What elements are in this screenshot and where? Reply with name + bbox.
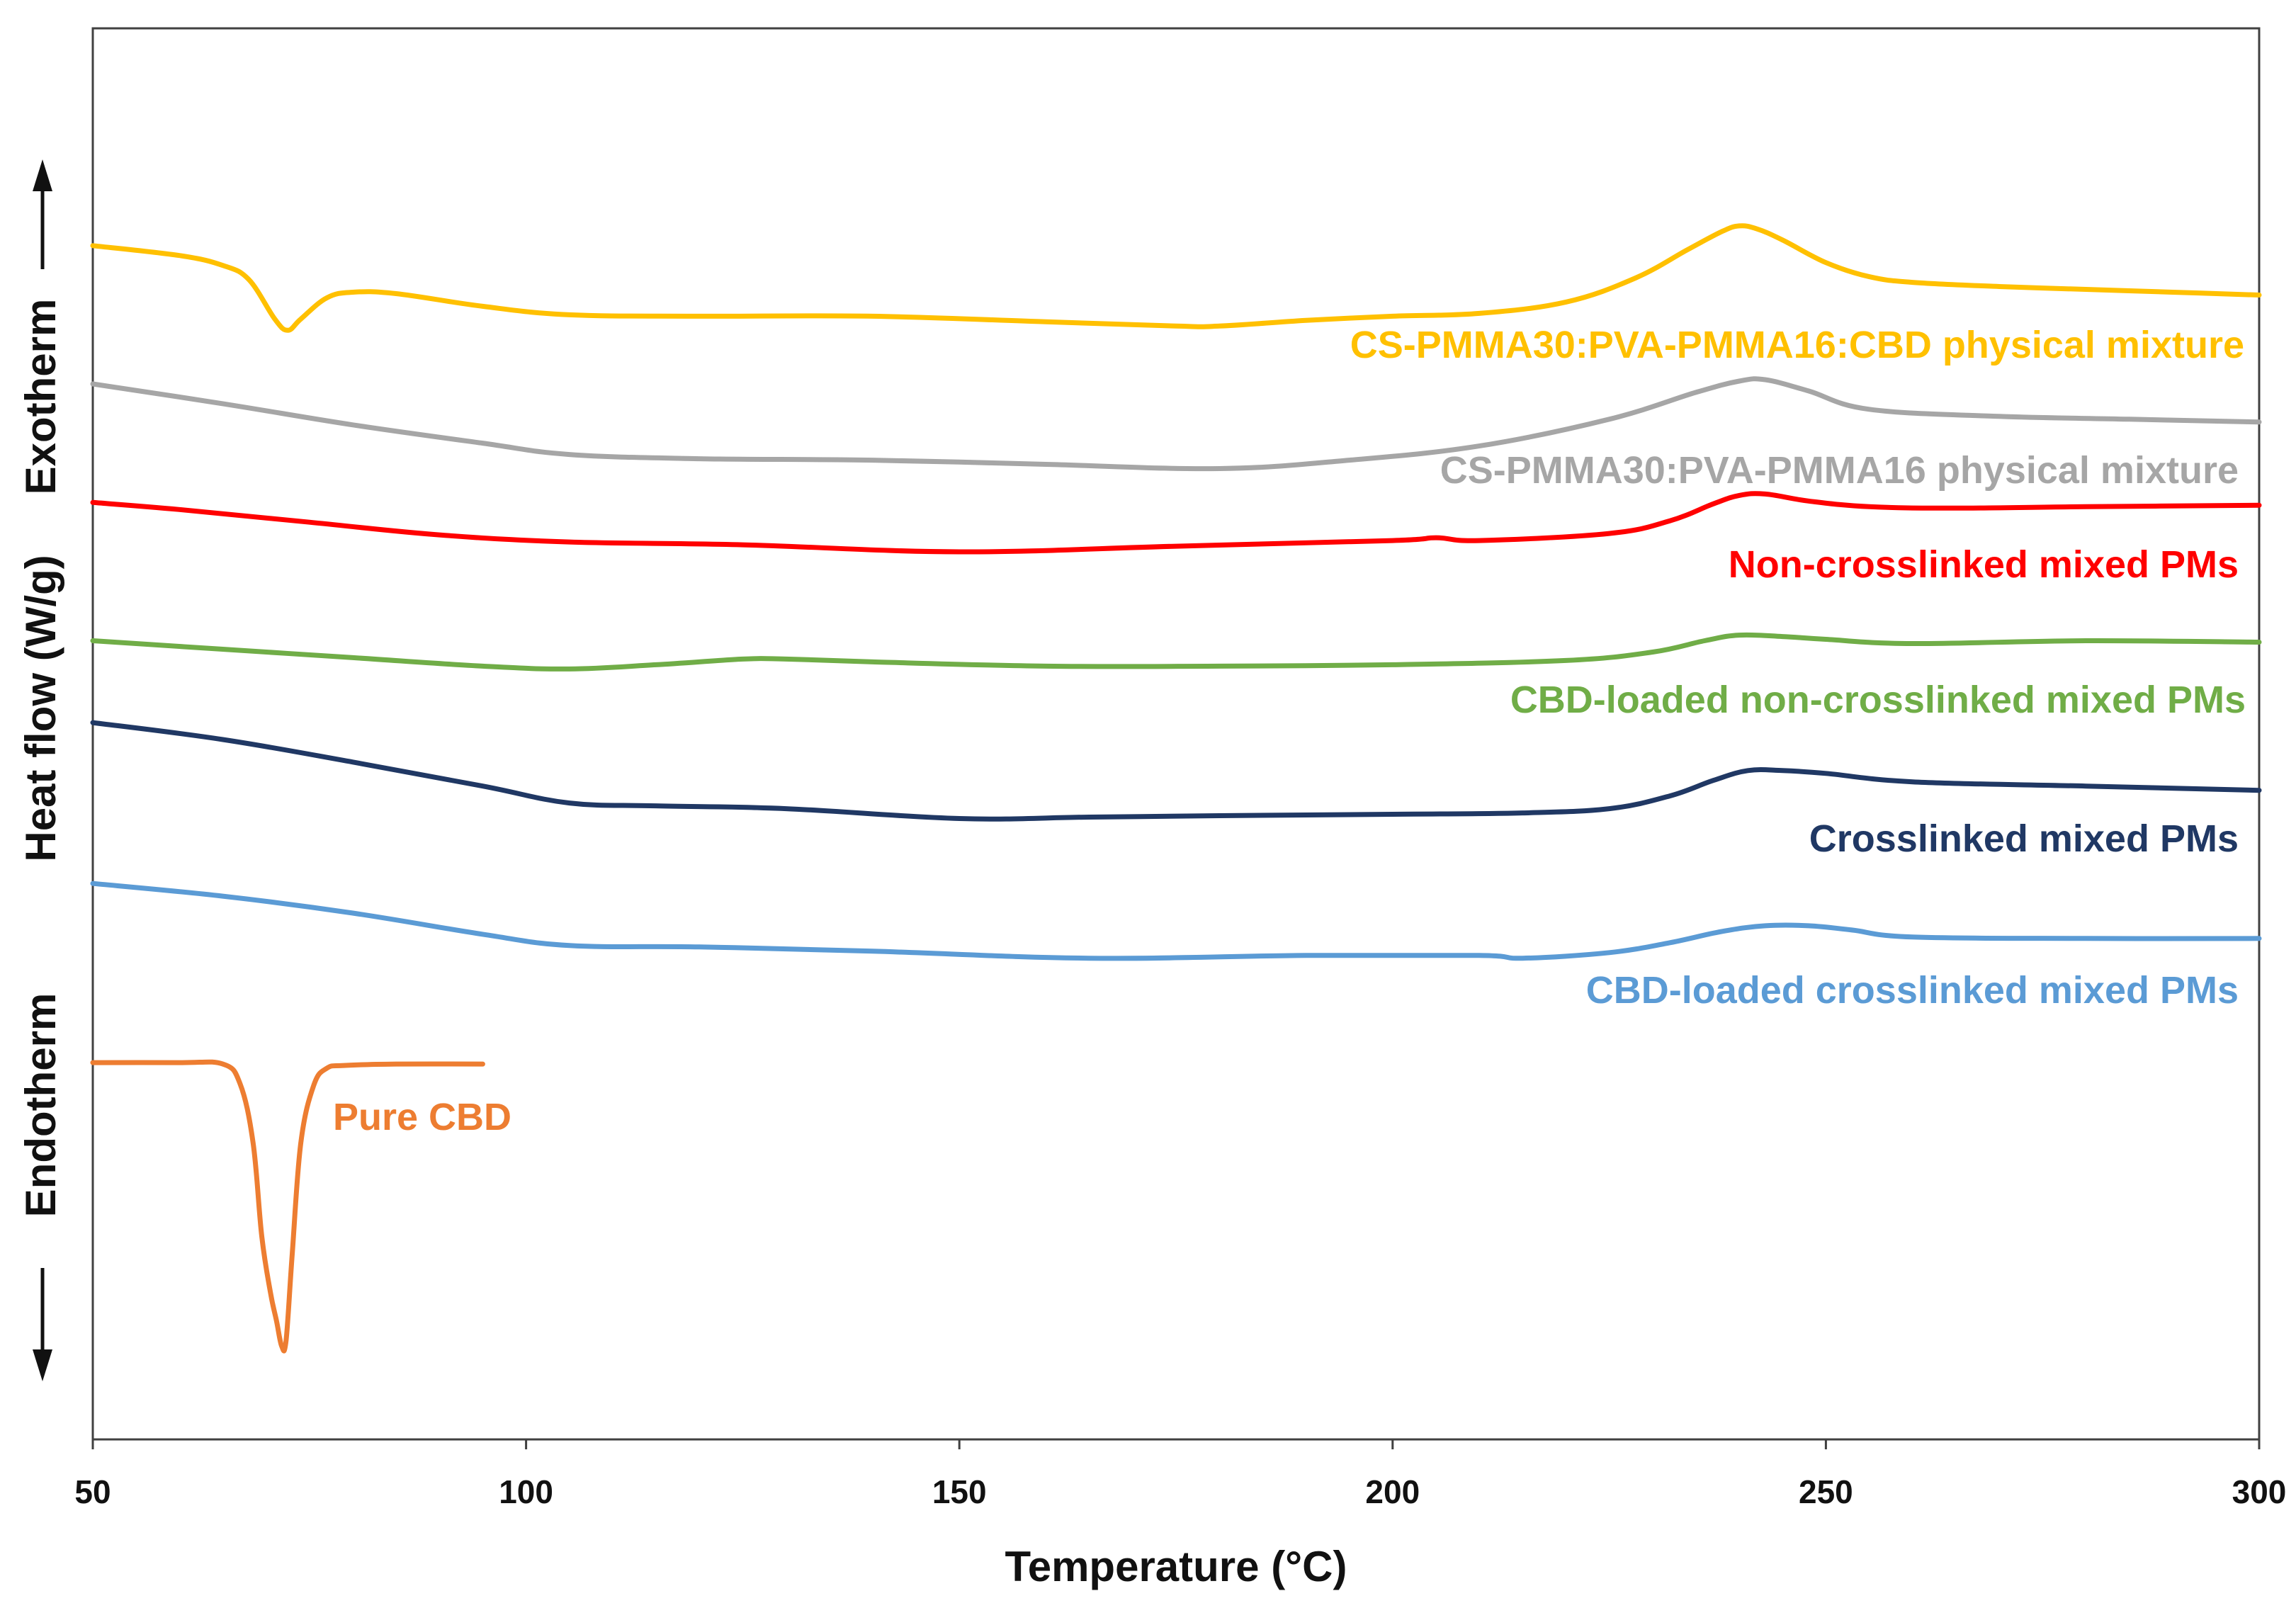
series-label-cs-pva-mixture: CS-PMMA30:PVA-PMMA16 physical mixture	[1440, 449, 2239, 492]
series-label-cbd-non-crosslinked: CBD-loaded non-crosslinked mixed PMs	[1510, 679, 2246, 721]
series-label-non-crosslinked: Non-crosslinked mixed PMs	[1729, 543, 2239, 586]
series-label-pure-cbd: Pure CBD	[333, 1096, 511, 1138]
y-axis-title: Heat flow (W/g)	[17, 555, 64, 861]
series-cbd-crosslinked	[90, 881, 2262, 961]
series-label-cs-pva-cbd-mixture: CS-PMMA30:PVA-PMMA16:CBD physical mixtur…	[1350, 324, 2244, 366]
x-axis: 50 100 150 200 250 300	[74, 1439, 2286, 1510]
exotherm-label: Exotherm	[17, 299, 64, 495]
series-crosslinked	[90, 720, 2262, 822]
series-non-crosslinked	[90, 491, 2262, 555]
x-tick-label: 200	[1365, 1473, 1420, 1510]
series-pure-cbd	[90, 1059, 485, 1354]
series-cs-pva-cbd-mixture	[90, 223, 2262, 333]
x-tick-label: 100	[499, 1473, 553, 1510]
plot-area	[91, 27, 2261, 1441]
series-group	[90, 223, 2262, 1354]
x-tick-label: 300	[2232, 1473, 2287, 1510]
series-cbd-non-crosslinked	[90, 632, 2262, 672]
series-cs-pva-mixture	[90, 376, 2262, 472]
series-label-crosslinked: Crosslinked mixed PMs	[1809, 817, 2239, 860]
x-tick-label: 150	[932, 1473, 987, 1510]
endotherm-label: Endotherm	[17, 993, 64, 1218]
series-label-cbd-crosslinked: CBD-loaded crosslinked mixed PMs	[1586, 969, 2239, 1012]
down-arrow-icon	[33, 1349, 52, 1381]
x-tick-label: 50	[74, 1473, 111, 1510]
x-tick-label: 250	[1799, 1473, 1853, 1510]
up-arrow-icon	[33, 159, 52, 191]
x-axis-title: Temperature (°C)	[1005, 1543, 1347, 1590]
